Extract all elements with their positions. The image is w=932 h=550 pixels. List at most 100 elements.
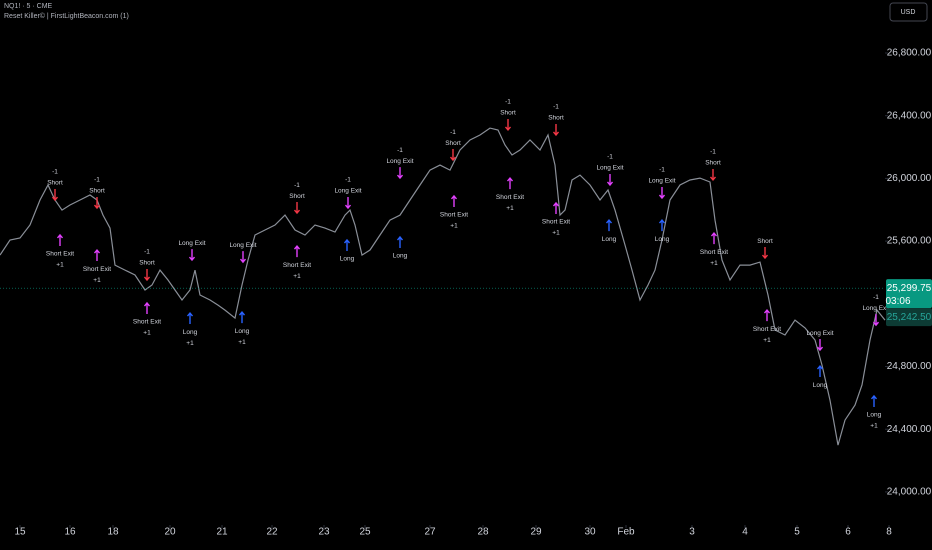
signal-label: Short Exit	[496, 194, 524, 201]
signal-qty: -1	[94, 177, 100, 184]
signal-arrow	[552, 201, 560, 215]
x-tick-label: 16	[64, 527, 76, 538]
signal-qty: +1	[450, 223, 458, 230]
signal-arrow	[93, 248, 101, 262]
signal-label: Long	[867, 412, 882, 419]
x-tick-label: 28	[477, 527, 489, 538]
x-tick-label: 22	[266, 527, 278, 538]
signal-label: Long	[813, 382, 828, 389]
signal-arrow	[188, 249, 196, 262]
ref-price-label: 25,242.50	[887, 312, 932, 323]
x-tick-label: 6	[845, 527, 851, 538]
signal-arrow	[396, 167, 404, 180]
x-tick-label: 15	[14, 527, 26, 538]
signal-arrow	[143, 301, 151, 315]
x-tick-label: Feb	[617, 527, 635, 538]
signal-label: Short	[757, 238, 773, 245]
signal-qty: -1	[397, 147, 403, 154]
signal-arrow	[761, 247, 769, 260]
signal-qty: +1	[552, 230, 560, 237]
signal-qty: +1	[186, 340, 194, 347]
x-tick-label: 21	[216, 527, 228, 538]
signal-arrow	[343, 238, 351, 252]
signal-arrow	[763, 308, 771, 322]
signal-arrow	[344, 197, 352, 210]
signal-arrow	[238, 311, 246, 324]
signal-qty: -1	[710, 149, 716, 156]
signal-label: Long	[340, 256, 355, 263]
y-tick-label: 24,800.00	[887, 361, 932, 372]
signal-label: Short	[705, 160, 721, 167]
signal-qty: +1	[56, 262, 64, 269]
x-tick-label: 29	[530, 527, 542, 538]
signal-qty: -1	[873, 294, 879, 301]
signal-label: Long Exit	[386, 158, 413, 165]
signal-arrow	[710, 232, 718, 245]
signal-label: Short Exit	[753, 326, 781, 333]
signal-qty: -1	[52, 169, 58, 176]
signal-label: Short	[139, 260, 155, 267]
signal-label: Short Exit	[542, 219, 570, 226]
signal-label: Long Exit	[862, 305, 889, 312]
signal-arrow	[293, 245, 301, 258]
signal-label: Short Exit	[440, 212, 468, 219]
signal-label: Long Exit	[229, 242, 256, 249]
signal-label: Short Exit	[83, 266, 111, 273]
y-tick-label: 25,600.00	[887, 236, 932, 247]
x-tick-label: 25	[359, 527, 371, 538]
signal-qty: -1	[345, 177, 351, 184]
signal-arrow	[93, 197, 101, 210]
signal-qty: -1	[294, 182, 300, 189]
x-tick-label: 8	[886, 527, 892, 538]
x-tick-label: 20	[164, 527, 176, 538]
signal-arrow	[56, 233, 64, 246]
signal-arrow	[504, 118, 512, 132]
signal-arrow	[186, 311, 194, 325]
signal-label: Long	[655, 236, 670, 243]
x-tick-label: 3	[689, 527, 695, 538]
signal-arrow	[143, 268, 151, 282]
last-price-label: 25,299.75	[887, 283, 932, 294]
signal-arrow	[816, 364, 824, 378]
signal-qty: +1	[506, 205, 514, 212]
y-tick-label: 24,400.00	[887, 424, 932, 435]
countdown: 03:06	[885, 296, 910, 307]
signal-label: Short Exit	[133, 319, 161, 326]
signal-label: Long Exit	[806, 330, 833, 337]
x-tick-label: 5	[794, 527, 800, 538]
signal-arrow	[449, 149, 457, 162]
signal-qty: +1	[93, 277, 101, 284]
currency-button[interactable]	[889, 2, 928, 22]
signal-arrow	[293, 202, 301, 215]
signal-label: Short Exit	[700, 249, 728, 256]
x-tick-label: 18	[107, 527, 119, 538]
signal-qty: +1	[238, 339, 246, 346]
signal-qty: -1	[450, 129, 456, 136]
signal-arrow	[239, 251, 247, 264]
signal-arrow	[606, 173, 614, 187]
signal-label: Short	[445, 140, 461, 147]
signal-label: Long	[235, 328, 250, 335]
signal-arrow	[658, 219, 666, 232]
signal-qty: +1	[293, 273, 301, 280]
signal-label: Long	[183, 329, 198, 336]
last-price-tag	[886, 279, 932, 309]
x-tick-label: 4	[742, 527, 748, 538]
signal-arrow	[605, 219, 613, 232]
signal-label: Long Exit	[334, 188, 361, 195]
signal-arrow	[552, 123, 560, 137]
signal-qty: -1	[505, 99, 511, 106]
signal-label: Short	[289, 193, 305, 200]
signal-label: Long	[602, 236, 617, 243]
y-tick-label: 24,000.00	[887, 487, 932, 498]
chart-title: NQ1! · 5 · CME	[4, 3, 53, 10]
signal-qty: -1	[659, 167, 665, 174]
y-tick-label: 26,400.00	[887, 110, 932, 121]
signal-qty: +1	[710, 260, 718, 267]
signal-label: Short Exit	[46, 251, 74, 258]
signal-arrow	[816, 339, 824, 352]
signal-label: Short	[89, 188, 105, 195]
